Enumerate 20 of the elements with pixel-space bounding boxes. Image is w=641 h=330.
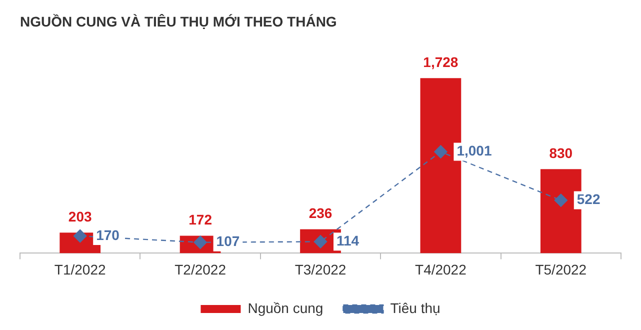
data-label: 107 xyxy=(216,233,240,250)
data-label: 1,728 xyxy=(423,54,458,70)
data-label: 522 xyxy=(576,191,600,208)
data-label: 114 xyxy=(336,232,360,249)
data-label: 1,001 xyxy=(456,142,492,159)
x-tick-label: T5/2022 xyxy=(535,261,587,278)
legend-label: Nguồn cung xyxy=(248,300,324,316)
chart-title: NGUỒN CUNG VÀ TIÊU THỤ MỚI THEO THÁNG xyxy=(20,13,337,30)
x-tick-label: T4/2022 xyxy=(415,261,467,278)
data-label: 203 xyxy=(68,208,92,224)
data-label: 170 xyxy=(96,226,120,243)
point xyxy=(554,194,568,207)
x-tick-label: T1/2022 xyxy=(54,261,106,278)
x-tick-label: T2/2022 xyxy=(174,261,226,278)
point xyxy=(434,145,448,158)
data-label: 236 xyxy=(308,205,332,222)
data-label: 172 xyxy=(188,212,212,228)
data-label: 830 xyxy=(549,144,573,161)
legend-label: Tiêu thụ xyxy=(390,300,440,316)
x-tick-label: T3/2022 xyxy=(294,261,346,278)
